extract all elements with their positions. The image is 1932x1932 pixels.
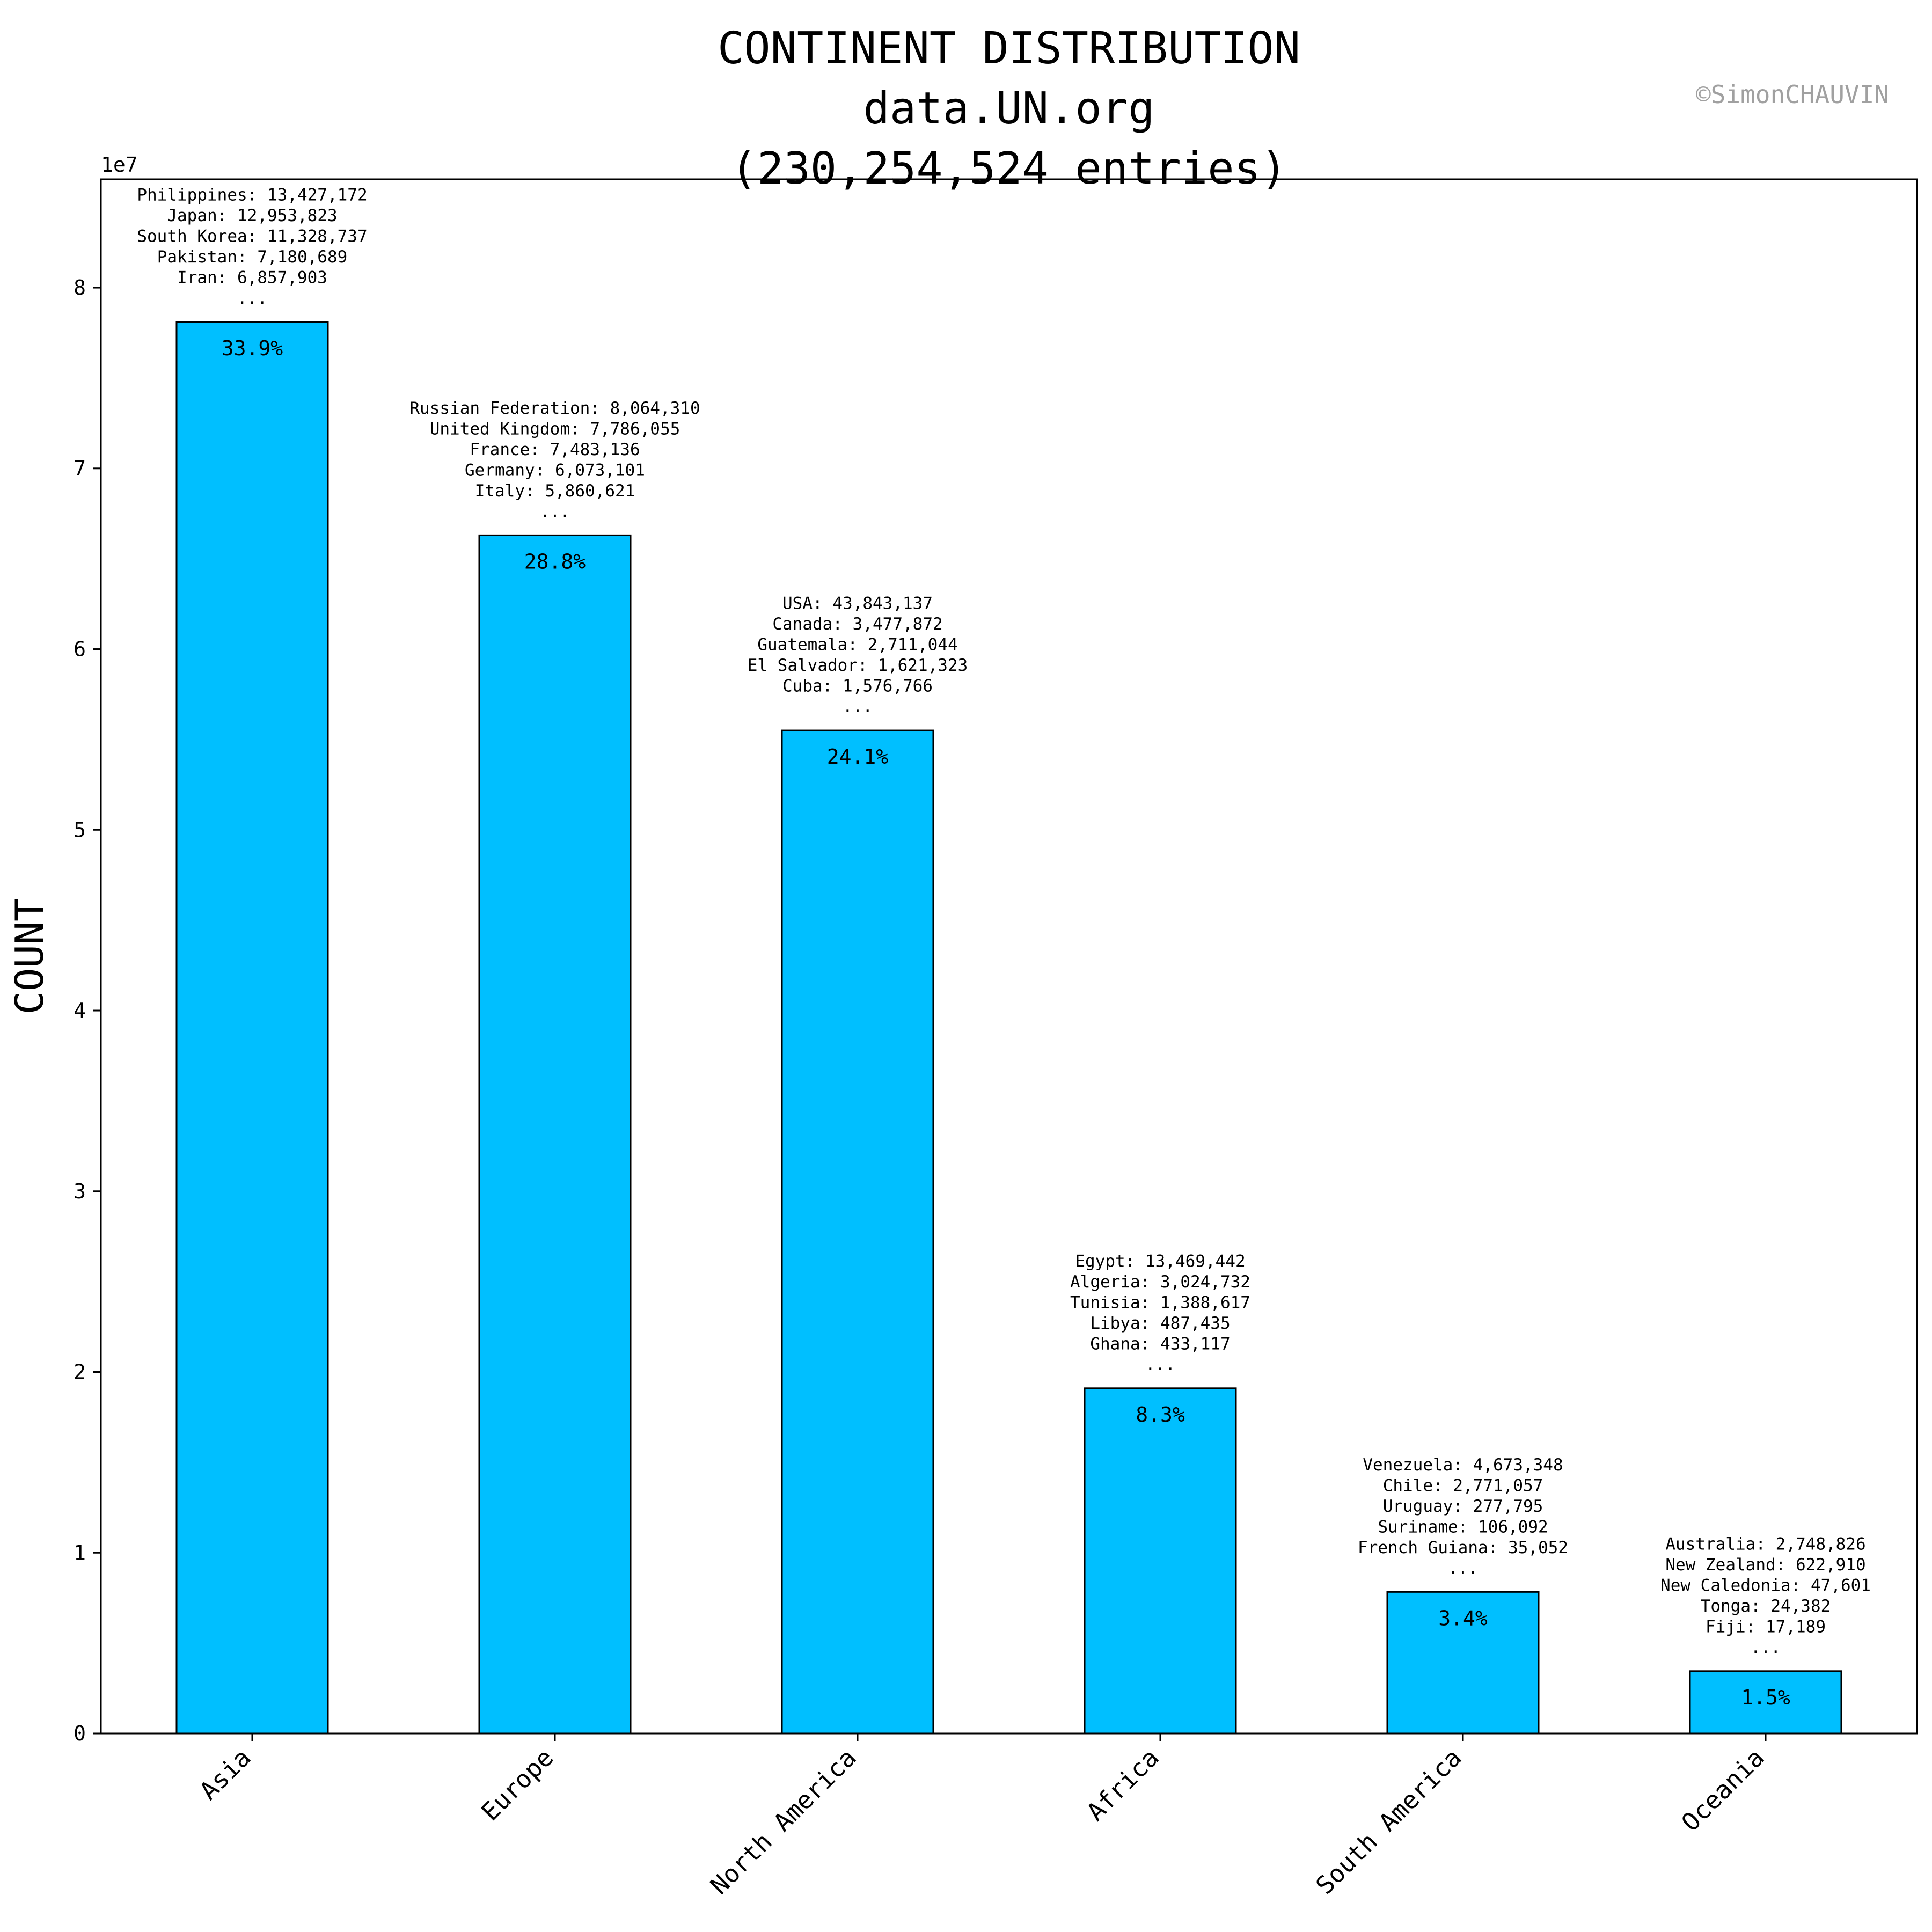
annotation-line: Australia: 2,748,826 (1665, 1534, 1865, 1554)
annotation-line: French Guiana: 35,052 (1358, 1538, 1568, 1557)
percent-label: 8.3% (1136, 1403, 1185, 1426)
annotation-line: ... (1145, 1355, 1175, 1374)
chart-title: CONTINENT DISTRIBUTION data.UN.org (230,25… (718, 23, 1300, 194)
bar (1084, 1387, 1237, 1735)
y-tick-label: 3 (74, 1180, 86, 1203)
annotation-line: El Salvador: 1,621,323 (748, 656, 968, 675)
annotation-line: France: 7,483,136 (470, 440, 640, 459)
percent-label: 3.4% (1438, 1606, 1488, 1630)
y-tick-label: 0 (74, 1722, 86, 1745)
annotation-line: Pakistan: 7,180,689 (157, 247, 348, 267)
annotation-line: Canada: 3,477,872 (772, 614, 942, 634)
annotation-line: Libya: 487,435 (1090, 1314, 1230, 1333)
percent-labels: 33.9% 28.8% 24.1% 8.3% 3.4% 1.5% (222, 336, 1790, 1709)
annotation-line: Fiji: 17,189 (1706, 1617, 1826, 1636)
annotation-line: Egypt: 13,469,442 (1075, 1252, 1245, 1271)
annotation-line: Algeria: 3,024,732 (1070, 1272, 1250, 1292)
annotation-line: Guatemala: 2,711,044 (757, 635, 957, 655)
percent-label: 28.8% (524, 550, 586, 573)
percent-label: 24.1% (827, 745, 889, 769)
y-tick-label: 2 (74, 1360, 86, 1384)
y-tick-label: 6 (74, 638, 86, 661)
annotation-line: Japan: 12,953,823 (167, 206, 337, 225)
annotation-line: ... (1751, 1638, 1781, 1657)
bar (175, 321, 329, 1735)
title-line: (230,254,524 entries) (731, 143, 1287, 194)
annotation-line: South Korea: 11,328,737 (137, 227, 367, 246)
annotation-line: New Caledonia: 47,601 (1660, 1576, 1871, 1595)
y-axis: 0 1 2 3 4 5 6 7 8 (74, 276, 101, 1745)
annotation-line: Tonga: 24,382 (1701, 1597, 1831, 1616)
annotation-line: Chile: 2,771,057 (1383, 1476, 1543, 1495)
annotation-line: United Kingdom: 7,786,055 (430, 419, 680, 438)
y-tick-label: 5 (74, 818, 86, 841)
y-tick-label: 1 (74, 1541, 86, 1564)
y-axis-offset-label: 1e7 (101, 153, 138, 177)
annotation-line: Russian Federation: 8,064,310 (409, 399, 700, 418)
title-line: data.UN.org (863, 83, 1154, 134)
annotation-line: Uruguay: 277,795 (1383, 1497, 1543, 1516)
annotation-line: Cuba: 1,576,766 (782, 677, 933, 696)
annotation-line: ... (1448, 1558, 1478, 1578)
annotation-line: Iran: 6,857,903 (177, 268, 327, 288)
annotation-line: Ghana: 433,117 (1090, 1334, 1230, 1353)
percent-label: 33.9% (222, 336, 283, 360)
annotation-line: Italy: 5,860,621 (475, 481, 635, 501)
annotation-line: USA: 43,843,137 (782, 594, 933, 613)
annotation-line: Philippines: 13,427,172 (137, 186, 367, 205)
annotation-line: ... (843, 697, 873, 716)
annotation-line: Tunisia: 1,388,617 (1070, 1293, 1250, 1312)
percent-label: 1.5% (1741, 1686, 1790, 1709)
y-tick-label: 8 (74, 276, 86, 299)
annotation-line: New Zealand: 622,910 (1665, 1555, 1865, 1575)
y-tick-label: 4 (74, 999, 86, 1022)
annotation-line: Germany: 6,073,101 (465, 460, 645, 480)
y-axis-label: COUNT (7, 898, 52, 1015)
annotation-line: Venezuela: 4,673,348 (1363, 1455, 1563, 1475)
bar (478, 534, 632, 1735)
plot-frame (100, 178, 1918, 1735)
bar (781, 729, 934, 1735)
annotation-line: Suriname: 106,092 (1378, 1517, 1548, 1536)
title-line: CONTINENT DISTRIBUTION (718, 23, 1300, 74)
y-tick-label: 7 (74, 457, 86, 480)
copyright-watermark: ©SimonCHAUVIN (1696, 80, 1889, 109)
bars (175, 321, 1842, 1735)
annotation-line: ... (540, 502, 570, 521)
annotation-line: ... (237, 289, 267, 308)
